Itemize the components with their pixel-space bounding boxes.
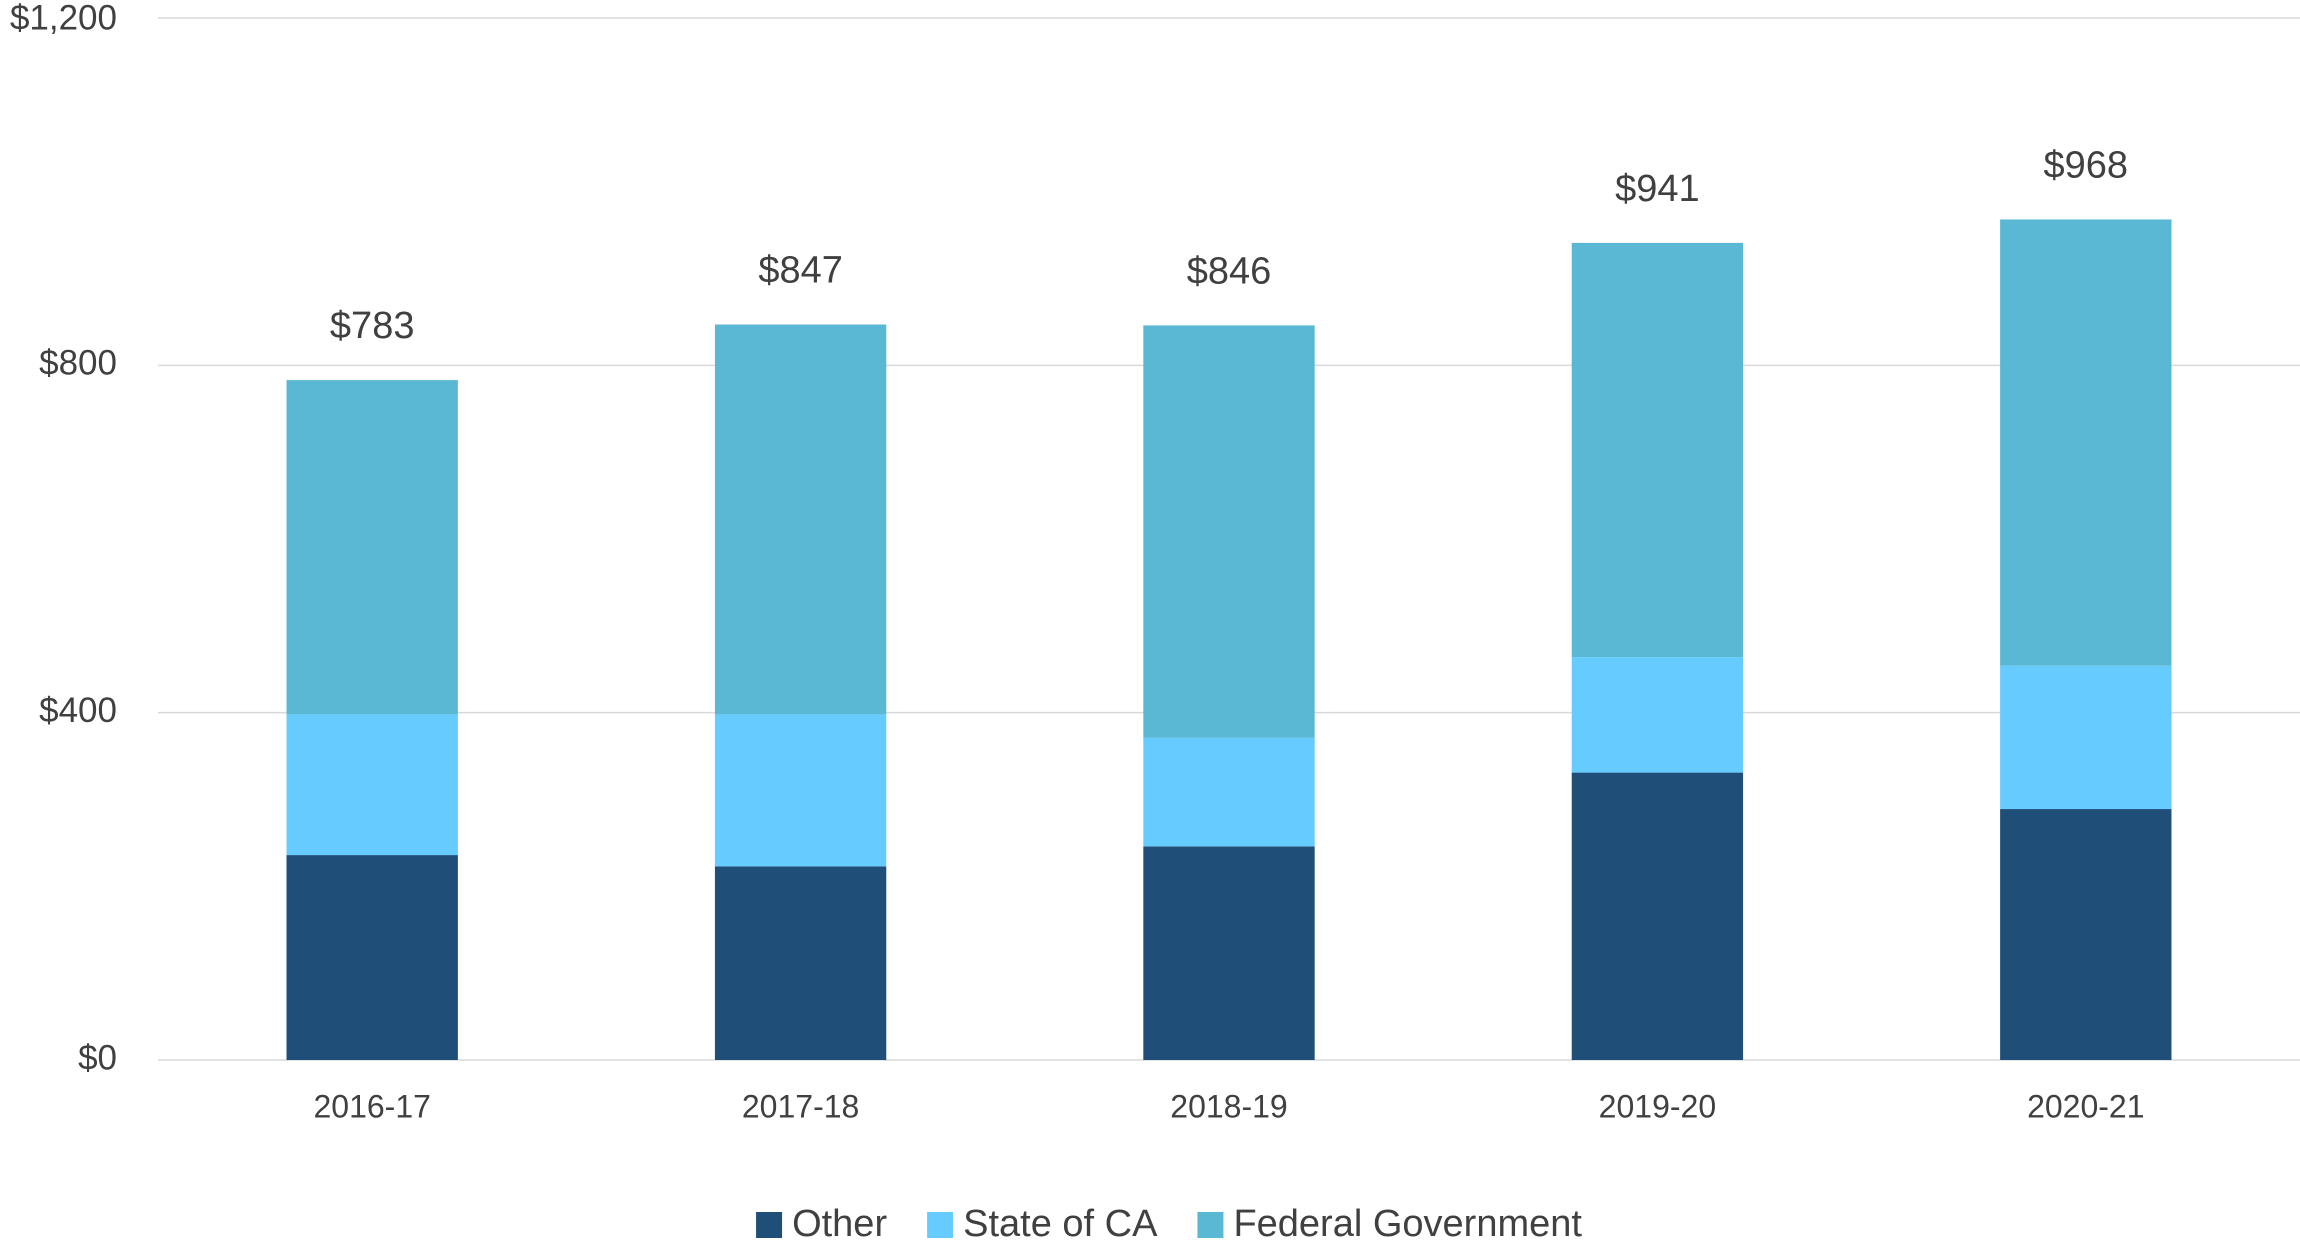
- bar-segment: [1571, 772, 1744, 1060]
- x-tick-label: 2017-18: [742, 1088, 859, 1124]
- y-tick-label: $0: [78, 1038, 117, 1077]
- legend-label: Other: [792, 1203, 887, 1245]
- x-tick-label: 2020-21: [2027, 1088, 2144, 1124]
- legend-label: State of CA: [963, 1203, 1158, 1245]
- bar-segment: [286, 855, 458, 1060]
- x-tick-label: 2016-17: [313, 1088, 430, 1124]
- bar-segment: [1143, 846, 1315, 1060]
- total-label: $846: [1187, 250, 1272, 292]
- legend-swatch: [927, 1212, 954, 1238]
- total-label: $847: [758, 250, 843, 292]
- legend-swatch: [756, 1212, 783, 1238]
- bar-segment: [1143, 325, 1315, 738]
- legend-swatch: [1197, 1212, 1224, 1238]
- y-tick-label: $400: [39, 691, 117, 730]
- bar-segment: [1571, 242, 1744, 658]
- bar-segment: [286, 714, 458, 856]
- bar-segment: [714, 714, 887, 867]
- bar-segment: [1143, 737, 1315, 847]
- bar-segment: [714, 324, 887, 715]
- legend-label: Federal Government: [1233, 1203, 1582, 1245]
- bar-segment: [2000, 809, 2172, 1060]
- bar-segment: [2000, 219, 2172, 666]
- bar-segment: [714, 866, 887, 1060]
- y-tick-label: $800: [39, 344, 117, 383]
- total-label: $941: [1615, 168, 1700, 210]
- total-label: $783: [330, 305, 415, 347]
- bar-segment: [286, 380, 458, 715]
- x-tick-label: 2019-20: [1599, 1088, 1716, 1124]
- x-tick-label: 2018-19: [1170, 1088, 1287, 1124]
- bar-segment: [2000, 665, 2172, 810]
- total-label: $968: [2044, 144, 2129, 186]
- y-tick-label: $1,200: [10, 0, 117, 37]
- bar-segment: [1571, 657, 1744, 773]
